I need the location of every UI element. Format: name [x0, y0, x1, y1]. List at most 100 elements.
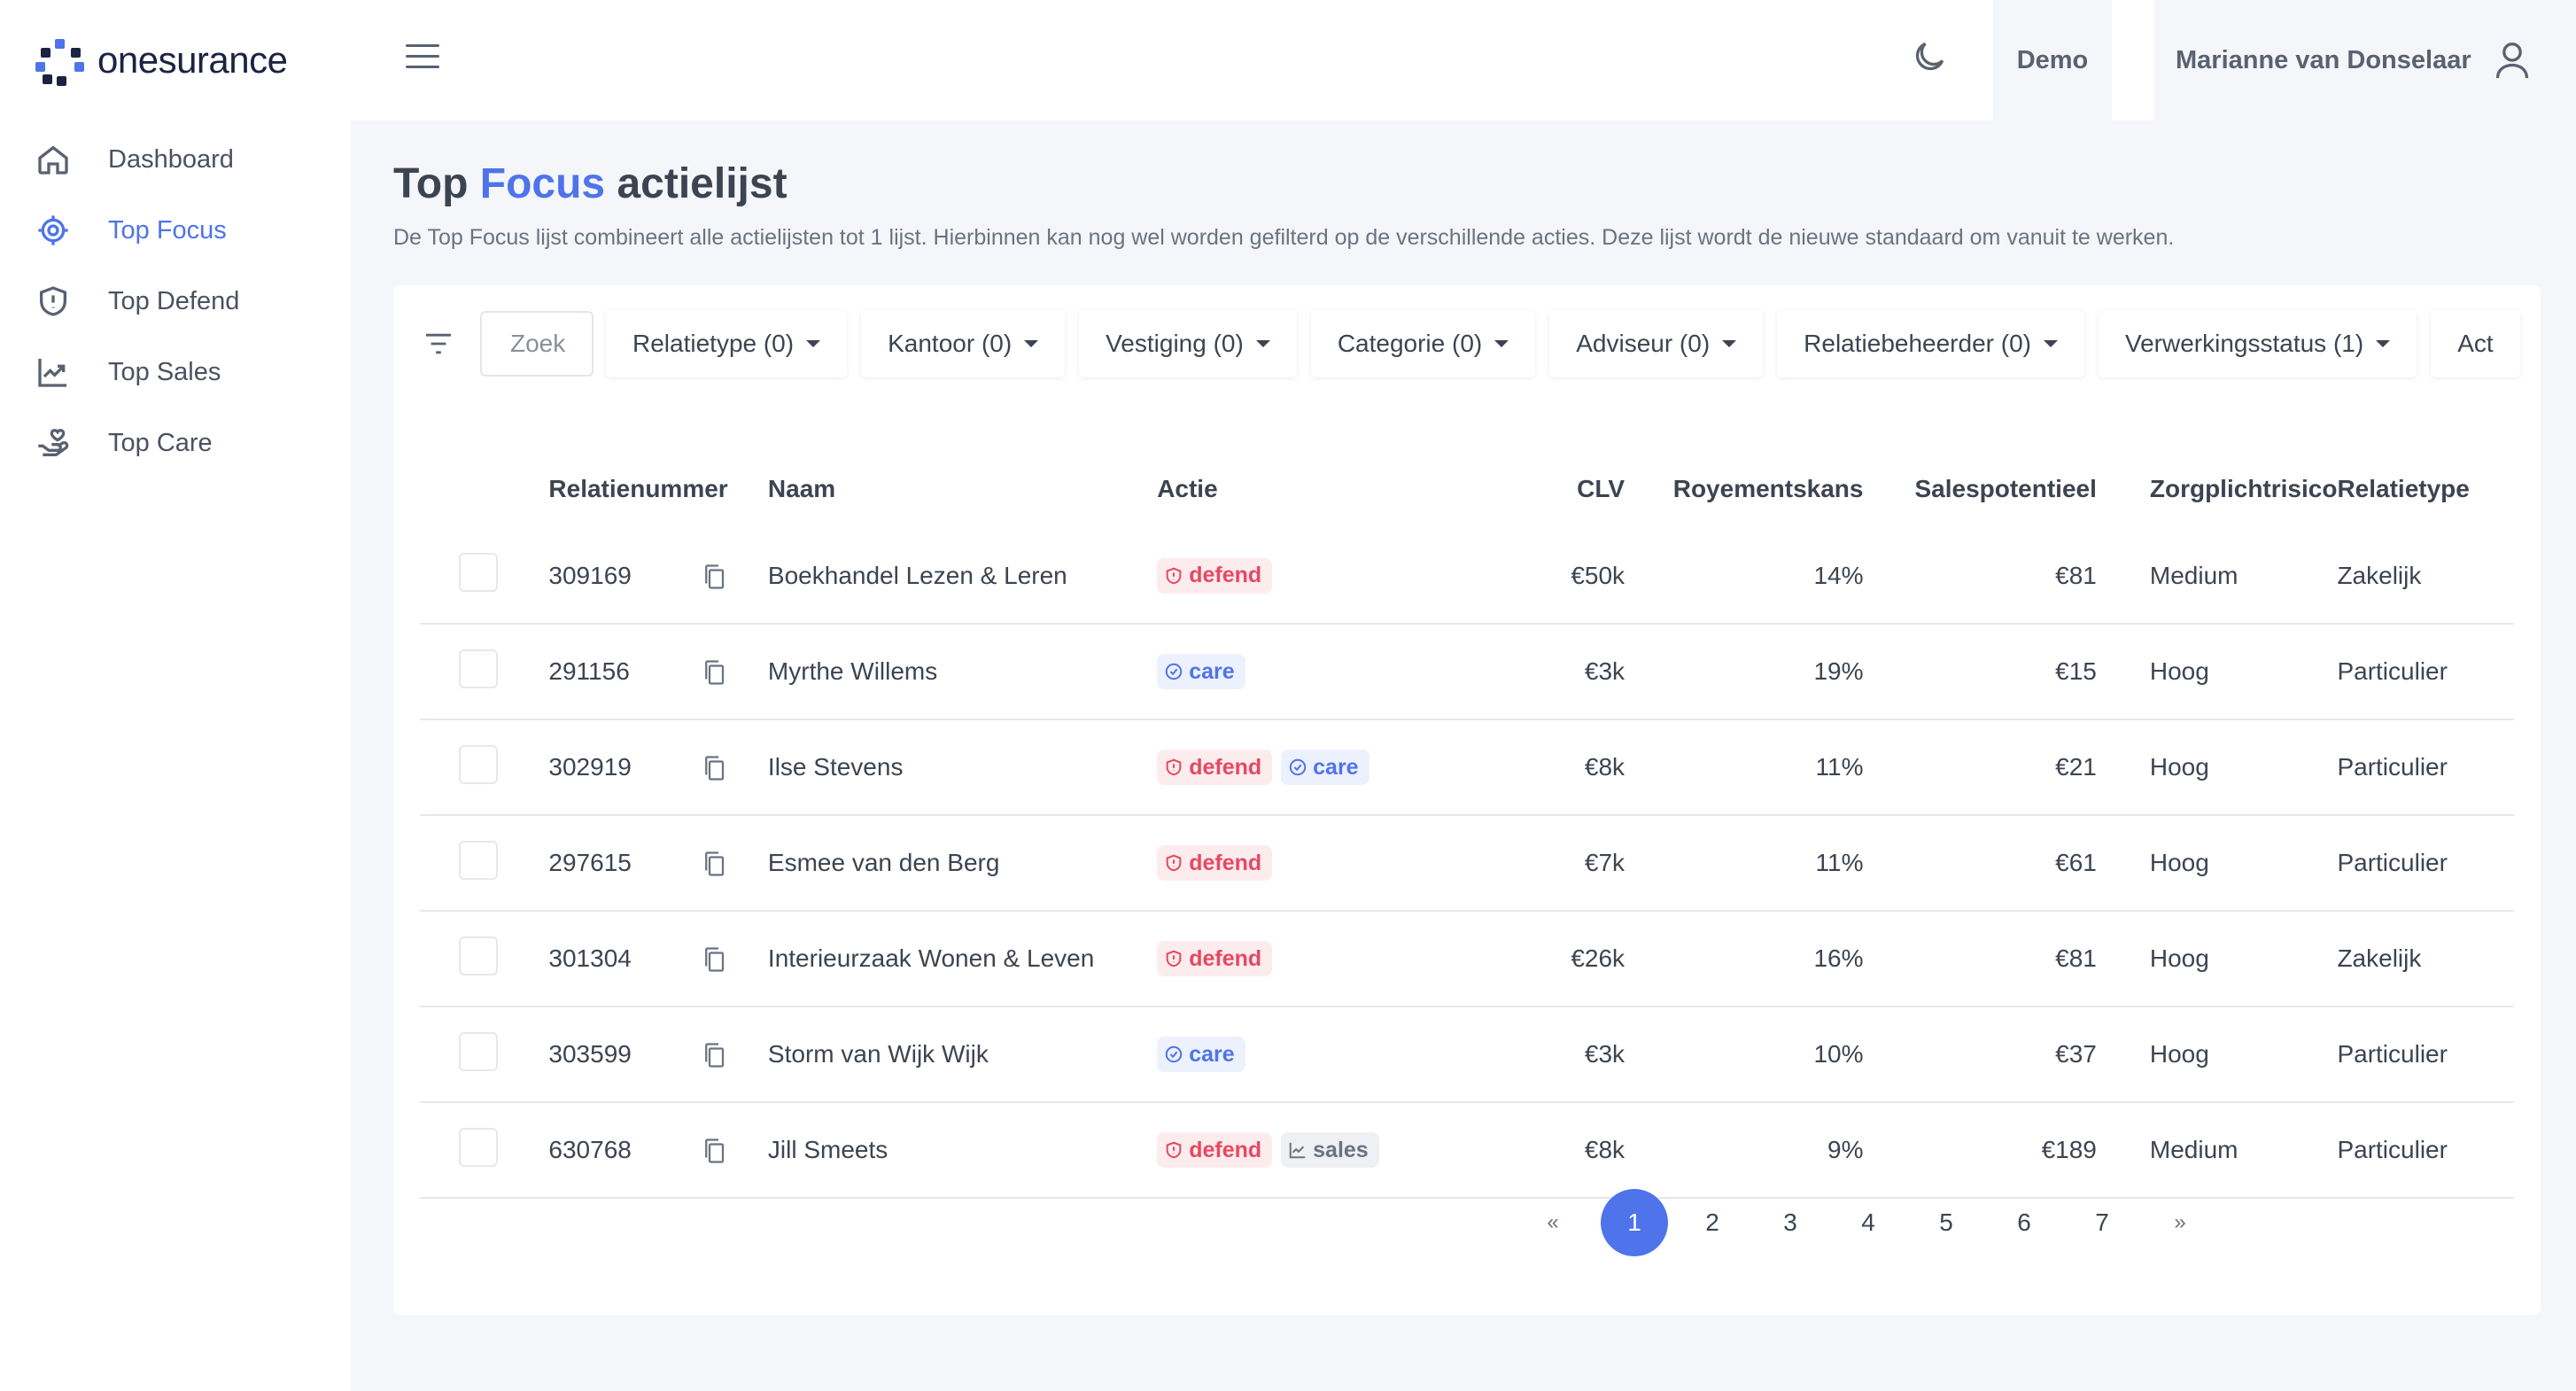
row-checkbox[interactable]	[459, 1127, 498, 1167]
naam-cell[interactable]: Storm van Wijk Wijk	[767, 1006, 1158, 1103]
copy-icon[interactable]	[702, 659, 725, 686]
row-checkbox[interactable]	[459, 1031, 498, 1071]
table-row[interactable]: 301304 Interieurzaak Wonen & Leven defen…	[420, 911, 2514, 1007]
header-zorgplichtrisico[interactable]: Zorgplichtrisico	[2149, 475, 2338, 502]
zorgplichtrisico-cell: Hoog	[2096, 719, 2338, 816]
relatietype-cell: Particulier	[2337, 815, 2514, 912]
action-badge-care: care	[1157, 1037, 1245, 1072]
moon-icon[interactable]	[1910, 37, 1949, 76]
shield-icon	[1166, 950, 1182, 967]
page-subtitle: De Top Focus lijst combineert alle actie…	[393, 225, 2175, 250]
header-naam[interactable]: Naam	[767, 475, 836, 502]
relatietype-cell: Particulier	[2337, 1006, 2514, 1103]
logo[interactable]: onesurance	[35, 35, 288, 86]
copy-icon[interactable]	[702, 946, 725, 973]
naam-cell[interactable]: Jill Smeets	[767, 1102, 1158, 1199]
copy-cell	[702, 1006, 768, 1103]
adviseur-dropdown[interactable]: Adviseur (0)	[1549, 310, 1764, 377]
header-relatienummer[interactable]: Relatienummer	[548, 475, 728, 502]
naam-cell[interactable]: Interieurzaak Wonen & Leven	[767, 911, 1158, 1007]
menu-icon[interactable]	[406, 44, 439, 71]
relatienummer-cell: 303599	[548, 1006, 703, 1103]
pagination-page-1[interactable]: 1	[1601, 1189, 1668, 1256]
table-row[interactable]: 630768 Jill Smeets defend sales €8k 9% €1…	[420, 1102, 2514, 1199]
search-input[interactable]	[480, 311, 594, 377]
actie-cell: defend	[1157, 528, 1423, 625]
table-row[interactable]: 291156 Myrthe Willems care €3k 19% €15 H…	[420, 624, 2514, 720]
relatiebeheerder-dropdown[interactable]: Relatiebeheerder (0)	[1777, 310, 2084, 377]
kantoor-dropdown[interactable]: Kantoor (0)	[861, 310, 1066, 377]
salespotentieel-cell: €81	[1863, 528, 2097, 625]
sidebar-item-top-care[interactable]: Top Care	[35, 408, 239, 478]
copy-icon[interactable]	[702, 563, 725, 590]
sidebar-item-top-defend[interactable]: Top Defend	[35, 266, 239, 337]
sidebar-item-label: Top Defend	[108, 286, 240, 315]
naam-cell[interactable]: Esmee van den Berg	[767, 815, 1158, 912]
row-checkbox[interactable]	[459, 936, 498, 975]
pagination-page-4[interactable]: 4	[1861, 1208, 1875, 1236]
pagination-page-7[interactable]: 7	[2095, 1208, 2109, 1236]
dropdown-label: Relatietype (0)	[632, 330, 795, 357]
sidebar-item-label: Top Sales	[108, 357, 221, 386]
copy-icon[interactable]	[702, 755, 725, 781]
pagination-page-5[interactable]: 5	[1939, 1208, 1953, 1236]
filter-icon[interactable]	[423, 331, 454, 356]
caret-down-icon	[2376, 340, 2391, 347]
row-checkbox[interactable]	[459, 840, 498, 880]
sidebar-item-dashboard[interactable]: Dashboard	[35, 124, 239, 195]
action-badge-defend: defend	[1157, 1132, 1273, 1168]
user-menu[interactable]: Marianne van Donselaar	[2154, 0, 2576, 120]
naam-cell[interactable]: Myrthe Willems	[767, 624, 1158, 720]
header-relatietype[interactable]: Relatietype	[2337, 475, 2470, 502]
header-actie[interactable]: Actie	[1157, 475, 1218, 502]
relatietype-dropdown[interactable]: Relatietype (0)	[606, 310, 848, 377]
pagination-page-3[interactable]: 3	[1783, 1208, 1797, 1236]
table-row[interactable]: 302919 Ilse Stevens defend care €8k 11% €…	[420, 719, 2514, 816]
zorgplichtrisico-cell: Hoog	[2096, 911, 2338, 1007]
caret-down-icon	[1722, 340, 1737, 347]
header-clv[interactable]: CLV	[1577, 475, 1626, 502]
badge-label: care	[1313, 754, 1359, 780]
shield-icon	[1166, 854, 1182, 872]
clv-cell: €26k	[1422, 911, 1626, 1007]
caret-down-icon	[1024, 340, 1039, 347]
copy-icon[interactable]	[702, 1138, 725, 1164]
pagination-next-button[interactable]: »	[2174, 1210, 2186, 1234]
dropdown-label: Adviseur (0)	[1576, 330, 1711, 357]
verwerkingsstatus-dropdown[interactable]: Verwerkingsstatus (1)	[2098, 310, 2417, 377]
table-header-row: Relatienummer Naam Actie CLV Royementska…	[420, 450, 2514, 528]
pagination-prev-button[interactable]: «	[1547, 1210, 1559, 1234]
pagination-page-2[interactable]: 2	[1705, 1208, 1719, 1236]
naam-cell[interactable]: Ilse Stevens	[767, 719, 1158, 816]
vestiging-dropdown[interactable]: Vestiging (0)	[1079, 310, 1297, 377]
row-checkbox[interactable]	[459, 649, 498, 688]
copy-icon[interactable]	[702, 1042, 725, 1069]
row-checkbox[interactable]	[459, 553, 498, 592]
actie-cell: defend	[1157, 911, 1423, 1007]
dropdown-label: Relatiebeheerder (0)	[1804, 330, 2031, 357]
header-salespotentieel[interactable]: Salespotentieel	[1914, 475, 2097, 502]
actie-cell: defend care	[1157, 719, 1423, 816]
sidebar-item-top-sales[interactable]: Top Sales	[35, 337, 239, 408]
royementskans-cell: 9%	[1625, 1102, 1864, 1199]
pagination-page-6[interactable]: 6	[2017, 1208, 2031, 1236]
badge-label: care	[1189, 658, 1235, 684]
actie-dropdown[interactable]: Act	[2431, 310, 2520, 377]
naam-cell[interactable]: Boekhandel Lezen & Leren	[767, 528, 1158, 625]
demo-button[interactable]: Demo	[1993, 0, 2112, 120]
clv-cell: €3k	[1422, 624, 1626, 720]
copy-cell	[702, 815, 768, 912]
table-row[interactable]: 297615 Esmee van den Berg defend €7k 11%…	[420, 815, 2514, 912]
sidebar-item-top-focus[interactable]: Top Focus	[35, 195, 239, 266]
check-circle-icon	[1289, 758, 1307, 776]
row-checkbox[interactable]	[459, 744, 498, 784]
caret-down-icon	[806, 340, 821, 347]
copy-cell	[702, 719, 768, 816]
table-row[interactable]: 309169 Boekhandel Lezen & Leren defend €…	[420, 528, 2514, 625]
header-royementskans[interactable]: Royementskans	[1672, 475, 1864, 502]
action-table: Relatienummer Naam Actie CLV Royementska…	[420, 450, 2514, 1199]
table-row[interactable]: 303599 Storm van Wijk Wijk care €3k 10% …	[420, 1006, 2514, 1103]
copy-icon[interactable]	[702, 851, 725, 877]
target-icon	[38, 215, 68, 245]
categorie-dropdown[interactable]: Categorie (0)	[1310, 310, 1536, 377]
